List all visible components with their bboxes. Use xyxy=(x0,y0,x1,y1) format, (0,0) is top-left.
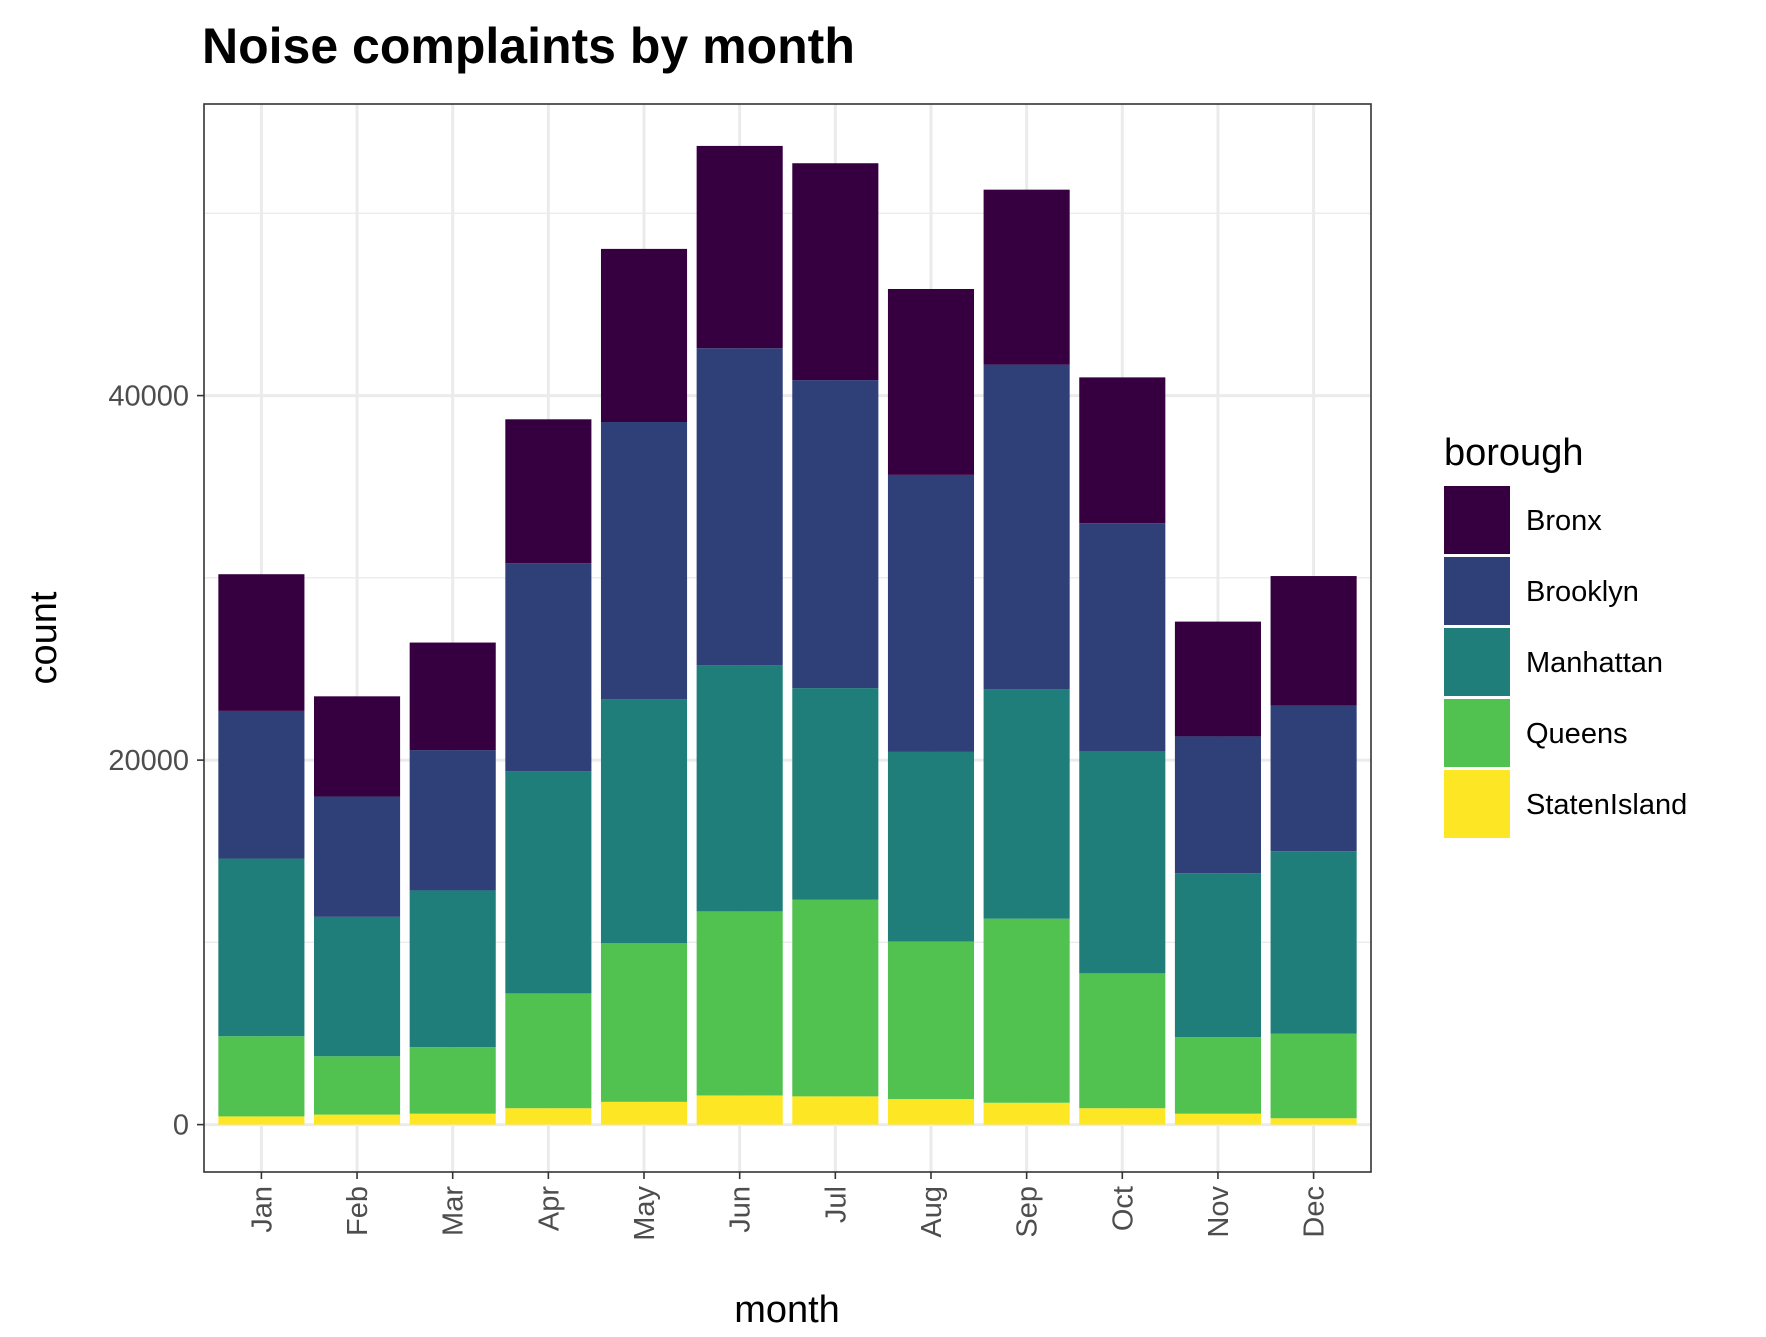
bar-jun-brooklyn xyxy=(696,348,783,666)
bar-apr-manhattan xyxy=(505,771,592,994)
bar-jul-bronx xyxy=(792,163,879,381)
bar-mar-brooklyn xyxy=(409,750,496,891)
bar-oct-statenisland xyxy=(1079,1108,1166,1125)
legend-key-manhattan xyxy=(1444,628,1510,696)
bar-mar-statenisland xyxy=(409,1113,496,1125)
bar-dec-bronx xyxy=(1270,576,1357,706)
bar-sep-queens xyxy=(983,918,1070,1103)
x-tick-label-sep: Sep xyxy=(1012,1186,1044,1238)
bar-jan-statenisland xyxy=(218,1116,305,1125)
x-tick-label-oct: Oct xyxy=(1107,1186,1139,1231)
bar-apr-queens xyxy=(505,993,592,1109)
bar-apr-statenisland xyxy=(505,1108,592,1125)
x-tick-label-nov: Nov xyxy=(1203,1186,1235,1238)
bar-aug-queens xyxy=(887,941,975,1100)
bar-sep-manhattan xyxy=(983,689,1070,919)
bar-apr-bronx xyxy=(505,419,592,564)
bar-sep-statenisland xyxy=(983,1102,1070,1125)
x-axis-title: month xyxy=(734,1289,840,1331)
legend-label-manhattan: Manhattan xyxy=(1526,647,1663,679)
bar-feb-manhattan xyxy=(314,916,401,1057)
bar-dec-queens xyxy=(1270,1033,1357,1119)
bar-aug-statenisland xyxy=(887,1099,975,1125)
plot-panel xyxy=(203,103,1372,1173)
legend-key-queens xyxy=(1444,699,1510,767)
bar-jun-manhattan xyxy=(696,665,783,912)
bar-may-bronx xyxy=(600,248,688,423)
bar-jan-manhattan xyxy=(218,858,305,1037)
legend: borough Bronx Brooklyn Manhattan Queens Stat… xyxy=(1444,432,1687,838)
bar-may-manhattan xyxy=(600,699,688,944)
x-tick-label-apr: Apr xyxy=(533,1186,565,1231)
bar-jul-brooklyn xyxy=(792,380,879,689)
x-tick-label-jan: Jan xyxy=(246,1186,278,1233)
bar-jun-bronx xyxy=(696,145,783,349)
bar-aug-manhattan xyxy=(887,751,975,942)
bar-oct-brooklyn xyxy=(1079,523,1166,751)
bar-jul-statenisland xyxy=(792,1096,879,1125)
bar-sep-bronx xyxy=(983,189,1070,365)
bar-may-statenisland xyxy=(600,1101,688,1125)
legend-key-bronx xyxy=(1444,486,1510,554)
x-tick-label-may: May xyxy=(629,1186,661,1241)
bar-jul-manhattan xyxy=(792,688,879,900)
axes: 0 20000 40000 Jan Feb Mar Apr May Jun Jul Aug Sep Oc… xyxy=(108,381,1330,1241)
bar-jul-queens xyxy=(792,899,879,1097)
bar-aug-brooklyn xyxy=(887,474,975,752)
bar-may-queens xyxy=(600,943,688,1102)
bar-oct-queens xyxy=(1079,973,1166,1109)
legend-label-statenisland: StatenIsland xyxy=(1526,789,1687,821)
bar-mar-manhattan xyxy=(409,890,496,1048)
bar-nov-statenisland xyxy=(1174,1113,1261,1125)
legend-label-brooklyn: Brooklyn xyxy=(1526,576,1639,608)
bar-jan-brooklyn xyxy=(218,710,305,859)
bar-aug-bronx xyxy=(887,288,975,475)
y-tick-label: 20000 xyxy=(108,745,189,777)
y-axis-title: count xyxy=(23,591,65,684)
legend-title: borough xyxy=(1444,432,1583,474)
x-tick-label-dec: Dec xyxy=(1299,1186,1331,1238)
bar-jun-queens xyxy=(696,911,783,1096)
bar-feb-statenisland xyxy=(314,1114,401,1125)
legend-key-statenisland xyxy=(1444,770,1510,838)
x-tick-label-jul: Jul xyxy=(820,1186,852,1223)
bar-feb-brooklyn xyxy=(314,796,401,917)
bar-sep-brooklyn xyxy=(983,364,1070,690)
bar-dec-statenisland xyxy=(1270,1118,1357,1125)
bar-mar-queens xyxy=(409,1047,496,1114)
bar-dec-brooklyn xyxy=(1270,705,1357,852)
x-tick-label-jun: Jun xyxy=(725,1186,757,1233)
bar-dec-manhattan xyxy=(1270,851,1357,1034)
bar-mar-bronx xyxy=(409,642,496,751)
bar-nov-brooklyn xyxy=(1174,736,1261,874)
bar-may-brooklyn xyxy=(600,422,688,700)
bar-feb-queens xyxy=(314,1056,401,1115)
x-tick-label-mar: Mar xyxy=(438,1186,470,1236)
bars xyxy=(218,145,1357,1125)
bar-apr-brooklyn xyxy=(505,563,592,772)
y-tick-label: 40000 xyxy=(108,381,189,413)
legend-key-brooklyn xyxy=(1444,557,1510,625)
x-tick-label-feb: Feb xyxy=(342,1186,374,1236)
legend-label-queens: Queens xyxy=(1526,718,1628,750)
bar-nov-bronx xyxy=(1174,621,1261,737)
bar-jan-queens xyxy=(218,1036,305,1117)
x-tick-label-aug: Aug xyxy=(916,1186,948,1238)
y-tick-label: 0 xyxy=(173,1110,189,1142)
bar-nov-manhattan xyxy=(1174,873,1261,1038)
bar-nov-queens xyxy=(1174,1037,1261,1114)
bar-oct-manhattan xyxy=(1079,750,1166,974)
bar-jun-statenisland xyxy=(696,1095,783,1125)
bar-jan-bronx xyxy=(218,574,305,711)
chart-title: Noise complaints by month xyxy=(202,18,855,74)
legend-label-bronx: Bronx xyxy=(1526,505,1602,537)
bar-oct-bronx xyxy=(1079,377,1166,524)
bar-feb-bronx xyxy=(314,696,401,797)
